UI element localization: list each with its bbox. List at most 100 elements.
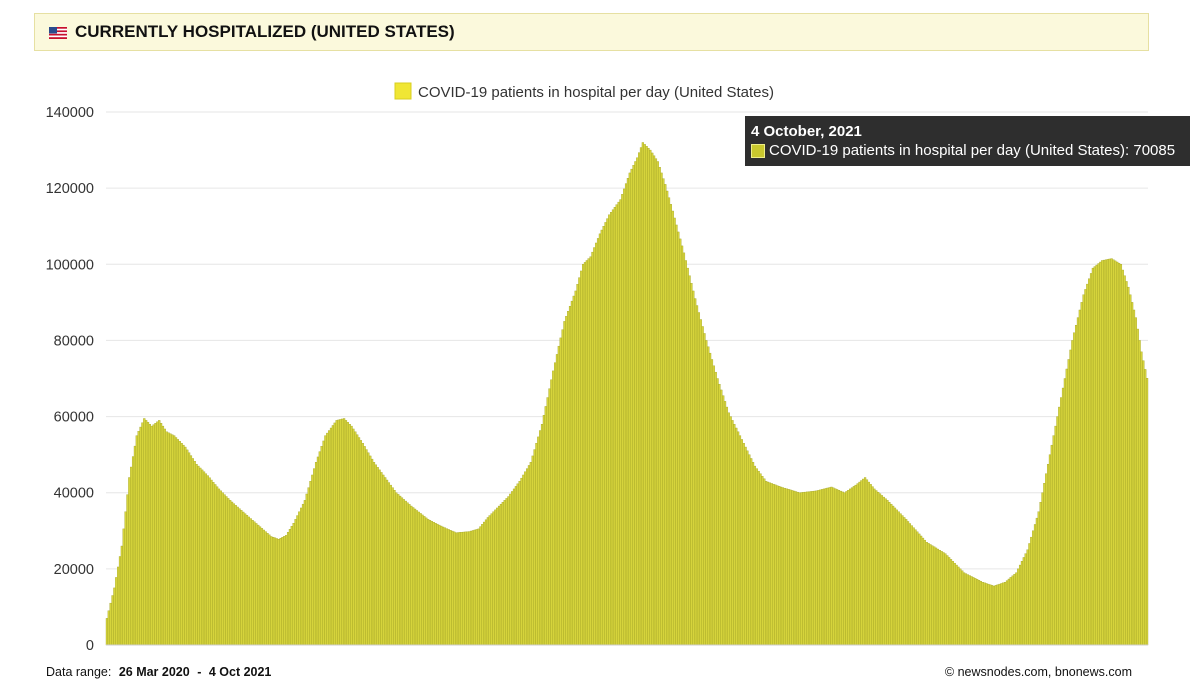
bar	[951, 561, 954, 646]
bar	[131, 456, 135, 646]
bar	[819, 489, 822, 646]
bar	[981, 582, 984, 646]
bar	[959, 568, 962, 646]
bar	[789, 489, 792, 646]
bar	[441, 526, 445, 646]
bar	[617, 201, 620, 646]
bar	[122, 528, 125, 646]
bar	[565, 316, 568, 646]
bar	[486, 517, 489, 646]
bar	[587, 258, 590, 646]
bar	[970, 576, 973, 646]
bar	[1002, 582, 1005, 646]
bar	[348, 424, 351, 646]
bar	[305, 493, 308, 646]
bar	[770, 483, 773, 646]
bar	[1127, 286, 1130, 646]
bar	[815, 490, 818, 646]
bar	[1060, 397, 1063, 646]
bar	[610, 212, 613, 646]
bar	[449, 530, 452, 646]
bar	[516, 483, 519, 646]
bar	[309, 481, 312, 646]
bar	[905, 519, 908, 646]
bar	[996, 584, 999, 646]
bar	[895, 509, 898, 646]
bar	[1052, 435, 1055, 646]
bar	[606, 218, 609, 646]
bar	[350, 425, 353, 646]
bar	[320, 446, 323, 646]
bar	[914, 529, 917, 646]
bar	[1048, 454, 1052, 646]
bar	[608, 214, 611, 646]
bar	[187, 452, 191, 646]
bar	[694, 298, 697, 646]
bar	[821, 489, 824, 646]
bar	[738, 435, 742, 646]
bar	[677, 231, 680, 646]
bar	[380, 472, 383, 646]
bar	[391, 487, 394, 646]
bar	[298, 511, 301, 646]
bar	[1110, 258, 1113, 646]
bar	[839, 490, 842, 646]
bar	[193, 461, 196, 646]
bar	[492, 511, 495, 646]
bar	[161, 425, 165, 646]
bar	[697, 312, 701, 646]
bar	[998, 583, 1001, 646]
bar	[163, 428, 166, 646]
bar	[501, 502, 504, 646]
chart-tooltip: 4 October, 2021 COVID-19 patients in hos…	[745, 116, 1190, 166]
bar	[1037, 511, 1040, 646]
bar	[154, 423, 157, 646]
bar	[329, 427, 333, 646]
bar	[557, 345, 560, 646]
bar	[184, 446, 187, 646]
bar	[651, 152, 654, 646]
bar	[173, 435, 176, 646]
bar	[923, 539, 926, 646]
bar	[1084, 289, 1087, 646]
bar	[854, 484, 857, 646]
bar	[1074, 325, 1078, 646]
bar	[787, 489, 790, 646]
bar	[964, 573, 968, 646]
bar	[216, 486, 219, 646]
bar	[384, 477, 387, 646]
bar	[249, 518, 252, 646]
bar	[865, 479, 869, 646]
bar	[966, 574, 969, 646]
bar	[260, 528, 264, 646]
bar	[395, 492, 398, 646]
bar	[942, 552, 945, 646]
bar	[1145, 378, 1149, 646]
bar	[469, 530, 473, 646]
bar	[1138, 340, 1141, 646]
bar	[451, 530, 454, 646]
bar	[671, 210, 674, 646]
bar	[729, 416, 732, 646]
bar	[208, 477, 211, 646]
bar	[761, 476, 764, 646]
bar	[553, 362, 557, 646]
bar	[765, 481, 768, 646]
bar	[611, 209, 615, 646]
bar	[1071, 340, 1074, 646]
bar	[1013, 574, 1016, 646]
bar	[574, 290, 577, 646]
bar	[871, 486, 874, 646]
bar	[427, 519, 430, 646]
bar	[518, 481, 521, 646]
bar	[1108, 258, 1111, 646]
bar	[481, 524, 484, 646]
bar	[559, 337, 562, 646]
bar	[339, 419, 342, 646]
bar	[1065, 368, 1068, 646]
bar	[750, 458, 753, 646]
bar	[1088, 278, 1091, 646]
bar	[370, 458, 374, 646]
bar	[378, 469, 381, 646]
bar	[522, 474, 525, 646]
